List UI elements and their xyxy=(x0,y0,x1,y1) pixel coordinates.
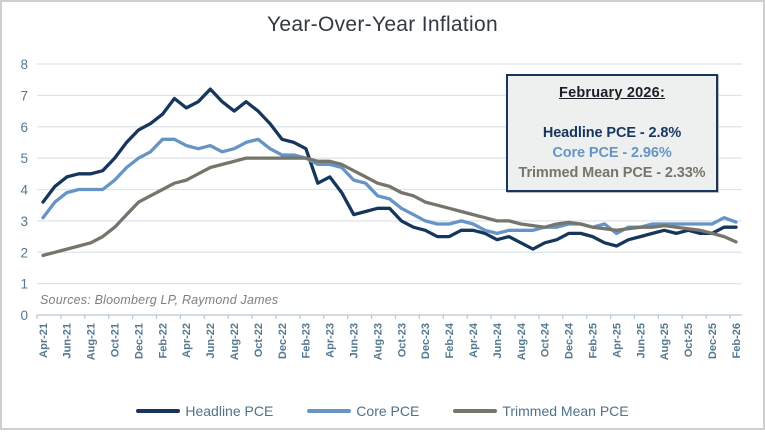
x-tick-label-Oct-24: Oct-24 xyxy=(540,322,552,357)
y-tick-label-5: 5 xyxy=(20,151,28,166)
legend-label: Trimmed Mean PCE xyxy=(502,403,629,419)
chart-legend: Headline PCE Core PCE Trimmed Mean PCE xyxy=(2,403,763,419)
y-tick-label-7: 7 xyxy=(20,88,28,103)
legend-label: Headline PCE xyxy=(185,403,274,419)
annotation-lines: Headline PCE - 2.8% Core PCE - 2.96% Tri… xyxy=(508,123,716,183)
y-tick-label-1: 1 xyxy=(20,277,28,292)
x-tick-label-Feb-22: Feb-22 xyxy=(157,323,169,358)
legend-line-swatch xyxy=(453,409,498,413)
annotation-line-headline: Headline PCE - 2.8% xyxy=(542,125,682,141)
x-tick-label-Aug-21: Aug-21 xyxy=(86,323,98,360)
x-tick-label-Feb-23: Feb-23 xyxy=(301,323,313,358)
legend-item-trimmed-mean-pce: Trimmed Mean PCE xyxy=(453,403,629,419)
x-tick-label-Aug-24: Aug-24 xyxy=(516,322,528,360)
x-tick-label-Apr-22: Apr-22 xyxy=(181,323,193,358)
annotation-line-core: Core PCE - 2.96% xyxy=(552,145,672,161)
x-tick-label-Apr-25: Apr-25 xyxy=(611,323,623,358)
annotation-heading: February 2026: xyxy=(559,85,665,101)
x-tick-label-Feb-24: Feb-24 xyxy=(444,322,456,358)
x-tick-label-Jun-23: Jun-23 xyxy=(349,323,361,358)
y-tick-label-6: 6 xyxy=(20,120,28,135)
y-tick-label-8: 8 xyxy=(20,57,28,72)
x-tick-label-Jun-25: Jun-25 xyxy=(635,323,647,358)
y-tick-label-0: 0 xyxy=(20,308,28,323)
chart-title: Year-Over-Year Inflation xyxy=(267,13,498,36)
y-tick-label-2: 2 xyxy=(20,245,28,260)
x-tick-label-Dec-24: Dec-24 xyxy=(564,322,576,359)
x-tick-label-Apr-21: Apr-21 xyxy=(38,323,50,358)
x-tick-label-Oct-25: Oct-25 xyxy=(683,323,695,357)
y-tick-label-4: 4 xyxy=(20,183,28,198)
series-line-headline-pce xyxy=(41,87,738,251)
legend-label: Core PCE xyxy=(356,403,420,419)
annotation-line-trimmed: Trimmed Mean PCE - 2.33% xyxy=(518,165,706,181)
x-tick-label-Aug-25: Aug-25 xyxy=(659,323,671,360)
x-tick-label-Oct-22: Oct-22 xyxy=(253,323,265,357)
x-tick-label-Oct-23: Oct-23 xyxy=(396,323,408,357)
x-tick-label-Apr-23: Apr-23 xyxy=(325,323,337,358)
legend-line-swatch xyxy=(307,409,352,413)
source-note: Sources: Bloomberg LP, Raymond James xyxy=(40,293,279,307)
x-tick-label-Feb-25: Feb-25 xyxy=(587,323,599,358)
x-tick-label-Jun-21: Jun-21 xyxy=(62,323,74,358)
x-tick-label-Apr-24: Apr-24 xyxy=(468,322,480,358)
legend-item-headline-pce: Headline PCE xyxy=(136,403,273,419)
x-tick-label-Dec-22: Dec-22 xyxy=(277,323,289,359)
x-tick-label-Dec-21: Dec-21 xyxy=(133,323,145,359)
x-tick-label-Dec-25: Dec-25 xyxy=(707,323,719,359)
series-line-trimmed-mean-pce xyxy=(41,156,738,258)
x-tick-label-Feb-26: Feb-26 xyxy=(731,323,743,358)
x-tick-label-Aug-22: Aug-22 xyxy=(229,323,241,360)
annotation-box: February 2026: Headline PCE - 2.8% Core … xyxy=(506,74,718,192)
x-tick-label-Jun-22: Jun-22 xyxy=(205,323,217,358)
x-tick-label-Oct-21: Oct-21 xyxy=(110,323,122,357)
legend-item-core-pce: Core PCE xyxy=(307,403,419,419)
y-tick-label-3: 3 xyxy=(20,214,28,229)
x-tick-label-Dec-23: Dec-23 xyxy=(420,323,432,359)
x-tick-label-Aug-23: Aug-23 xyxy=(372,323,384,360)
legend-line-swatch xyxy=(136,409,181,413)
x-tick-label-Jun-24: Jun-24 xyxy=(492,322,504,358)
